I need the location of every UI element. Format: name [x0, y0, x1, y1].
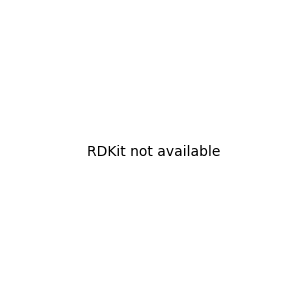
Text: RDKit not available: RDKit not available	[87, 145, 220, 158]
